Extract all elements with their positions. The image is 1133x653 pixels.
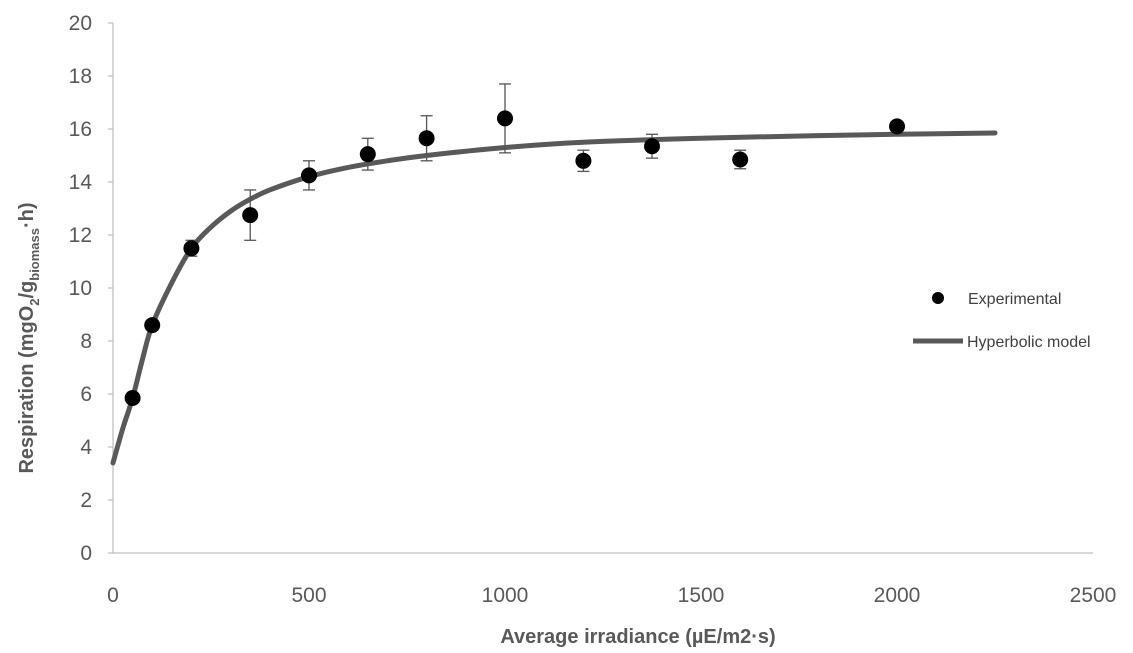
data-point bbox=[732, 151, 749, 168]
data-point bbox=[644, 138, 660, 155]
x-tick-label: 1000 bbox=[482, 584, 529, 607]
y-tick-label: 14 bbox=[69, 171, 93, 194]
x-tick-label: 2000 bbox=[874, 584, 921, 607]
series-experimental bbox=[124, 110, 905, 406]
data-point bbox=[242, 207, 259, 224]
data-point bbox=[359, 146, 376, 163]
y-tick-label: 20 bbox=[69, 12, 92, 35]
data-point bbox=[889, 118, 905, 135]
y-tick-label: 10 bbox=[69, 277, 92, 300]
data-point bbox=[575, 152, 592, 169]
legend: Experimental Hyperbolic model bbox=[913, 291, 1091, 351]
x-tick-label: 500 bbox=[291, 584, 326, 607]
legend-label-hyperbolic-model: Hyperbolic model bbox=[967, 334, 1091, 351]
y-tick-label: 4 bbox=[80, 436, 92, 459]
y-tick-label: 8 bbox=[80, 330, 92, 353]
axes bbox=[112, 23, 1093, 554]
data-point bbox=[183, 240, 200, 257]
y-tick-label: 12 bbox=[69, 224, 92, 247]
x-tick-label: 0 bbox=[107, 584, 119, 607]
y-tick-label: 18 bbox=[69, 65, 92, 88]
y-tick-label: 16 bbox=[69, 118, 92, 141]
x-tick-label: 1500 bbox=[678, 584, 725, 607]
y-tick-label: 6 bbox=[80, 383, 92, 406]
y-tick-label: 2 bbox=[80, 489, 92, 512]
error-bars bbox=[185, 83, 747, 257]
x-tick-label: 2500 bbox=[1070, 584, 1117, 607]
data-point bbox=[418, 130, 435, 147]
x-axis-title: Average irradiance (µE/m2·s) bbox=[500, 626, 775, 648]
y-tick-labels: 0 2 4 6 8 10 12 14 16 18 20 bbox=[69, 12, 113, 565]
y-tick-label: 0 bbox=[80, 542, 92, 565]
data-point bbox=[301, 167, 317, 184]
series-hyperbolic-model bbox=[110, 130, 998, 466]
y-axis-title: Respiration (mgO2/gbiomass·h) bbox=[16, 202, 42, 473]
data-point bbox=[144, 317, 161, 334]
data-point bbox=[497, 110, 513, 127]
model-curve bbox=[110, 130, 998, 466]
legend-marker-experimental bbox=[932, 292, 944, 304]
legend-label-experimental: Experimental bbox=[968, 291, 1061, 308]
data-point bbox=[124, 389, 141, 406]
x-tick-labels: 0 500 1000 1500 2000 2500 bbox=[107, 584, 1116, 607]
